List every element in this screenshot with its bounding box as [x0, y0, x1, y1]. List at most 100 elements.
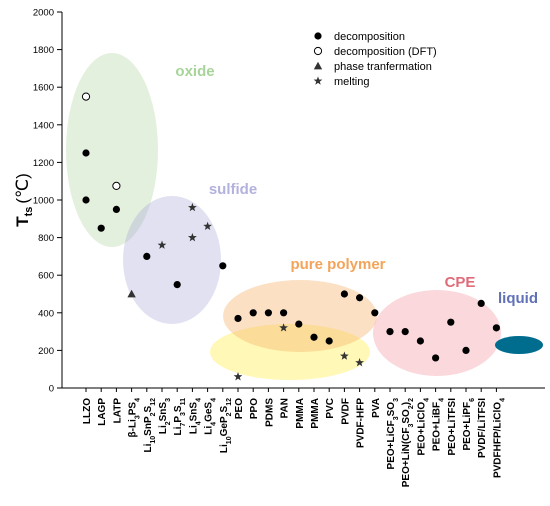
data-point	[279, 323, 288, 332]
x-tick-label-pmma-2: PMMA	[310, 398, 321, 429]
legend-label: decomposition	[334, 31, 405, 43]
x-tick-label-pvdf: PVDF	[340, 398, 351, 425]
data-point	[280, 309, 288, 317]
legend-marker	[313, 76, 323, 85]
data-point	[219, 262, 227, 270]
data-point	[416, 337, 424, 345]
data-point	[325, 337, 333, 345]
region-layer	[66, 53, 543, 380]
data-point	[157, 240, 167, 249]
y-tick-label: 1200	[33, 158, 54, 169]
data-point	[432, 354, 440, 362]
x-tick-label-lagp: LAGP	[97, 398, 108, 426]
y-axis-title: Tts(℃)	[13, 173, 35, 227]
x-tick-label-peo-lipf6: PEO+LiPF6	[462, 398, 476, 451]
legend-label: phase tranfermation	[334, 61, 432, 73]
data-point	[264, 309, 272, 317]
data-point	[203, 221, 212, 231]
data-point	[355, 358, 364, 367]
series-decomposition-DFT-	[81, 92, 121, 190]
data-point	[462, 346, 470, 354]
data-point	[233, 372, 243, 381]
y-tick-label: 800	[38, 233, 54, 244]
y-tick-label: 200	[38, 346, 54, 357]
region-liquid	[495, 336, 543, 354]
series-melting	[157, 202, 364, 381]
series-phase-tranfermation	[127, 289, 136, 298]
x-tick-label-pdms: PDMS	[264, 398, 275, 427]
y-tick-label: 1000	[33, 196, 54, 207]
data-point	[340, 290, 348, 298]
data-point	[82, 196, 90, 204]
legend-label: decomposition (DFT)	[334, 46, 437, 58]
data-point	[97, 224, 105, 232]
region-label-sulfide: sulfide	[209, 181, 257, 198]
region-labels: pure polymer oxide sulfide CPE liquid	[175, 63, 538, 307]
data-point	[188, 202, 197, 212]
data-point	[112, 205, 120, 213]
y-tick-label: 1600	[33, 83, 54, 94]
data-point	[127, 289, 136, 298]
y-tick-label: 1800	[33, 45, 54, 56]
legend-marker	[313, 61, 323, 70]
data-point	[82, 149, 90, 157]
x-tick-label-li7p3s11: Li7P3S11	[173, 398, 187, 436]
x-tick-label-pan: PAN	[280, 398, 291, 418]
x-tick-label-pvc: PVC	[325, 398, 336, 419]
legend-marker	[313, 46, 323, 56]
data-point	[143, 252, 151, 260]
data-point	[188, 233, 197, 242]
legend-label: melting	[334, 76, 369, 88]
x-tick-label-pmma-1: PMMA	[295, 398, 306, 429]
data-points	[81, 92, 500, 381]
x-tick-label-pvdfhfp-liclo4: PVDFHFP/LiClO4	[492, 398, 506, 478]
x-tick-label-pva: PVA	[371, 398, 382, 418]
x-tick-label-ppo: PPO	[249, 398, 260, 419]
region-label-liquid: liquid	[498, 290, 538, 307]
x-tick-label-latp: LATP	[112, 398, 123, 424]
y-tick-label: 400	[38, 308, 54, 319]
axes: 0 200 400 600 800 1000 1200 1400 1600 1800 2000	[33, 8, 545, 395]
x-tick-label-li2sns3: Li2SnS3	[158, 398, 172, 434]
data-point	[386, 328, 394, 336]
region-CPE	[373, 290, 501, 376]
y-tick-label: 2000	[33, 8, 54, 19]
y-tick-label: 600	[38, 271, 54, 282]
x-tick-label-pvdf-litfsi: PVDF/LiTFSI	[477, 398, 488, 458]
legend: decomposition decomposition (DFT) phase tr…	[313, 31, 437, 88]
data-point	[447, 318, 455, 326]
data-point	[340, 351, 349, 360]
data-point	[401, 328, 409, 336]
data-point	[249, 309, 257, 317]
region-label-CPE: CPE	[445, 274, 476, 291]
data-point	[234, 314, 242, 323]
x-tick-label-li4sns4: Li4SnS4	[188, 398, 202, 434]
region-pure-polymer	[223, 280, 377, 352]
x-tick-label-peo: PEO	[234, 398, 245, 419]
data-point	[81, 92, 91, 101]
x-tick-label-b-li3ps4: β-Li3PS4	[128, 398, 142, 438]
data-point	[310, 333, 318, 341]
data-point	[356, 294, 364, 302]
y-tick-label: 0	[49, 384, 54, 395]
data-point	[371, 309, 379, 317]
data-point	[477, 299, 485, 307]
x-tick-label-peo-lin: PEO+LiN(CF3SO2)2	[401, 398, 415, 487]
region-label-pure-polymer: pure polymer	[290, 256, 385, 273]
x-tick-label-peo-libf4: PEO+LiBF4	[432, 398, 446, 451]
x-tick-label-pvdf-hfp: PVDF-HFP	[356, 398, 367, 448]
region-label-oxide: oxide	[175, 63, 214, 80]
x-tick-label-li10snp2s12: Li10SnP2S12	[143, 398, 157, 453]
x-tick-label-peo-liclo4: PEO+LiClO4	[416, 398, 430, 456]
series-decomposition	[82, 149, 500, 362]
region-sulfide	[123, 196, 221, 324]
data-point	[173, 281, 181, 289]
data-point	[492, 324, 500, 332]
x-tick-label-peo-licf3so3: PEO+LiCF3SO3	[386, 398, 400, 470]
x-tick-label-li4ges4: Li4GeS4	[204, 398, 218, 435]
x-tick-label-peo-litfsi: PEO+LiTFSI	[447, 398, 458, 456]
legend-marker	[314, 32, 322, 40]
data-point	[112, 181, 121, 190]
x-tick-labels: LLZO LAGP LATPβ-Li3PS4Li10SnP2S12Li2SnS3Li…	[82, 398, 506, 488]
